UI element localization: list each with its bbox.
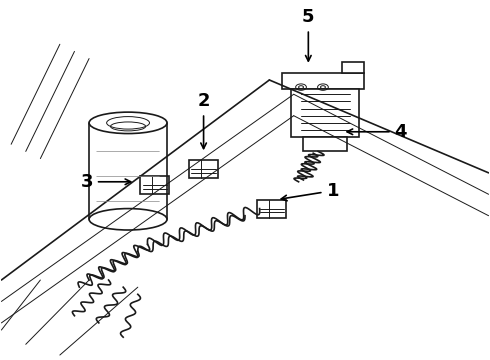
Polygon shape (257, 200, 287, 217)
Polygon shape (140, 176, 170, 194)
Polygon shape (282, 73, 365, 89)
Ellipse shape (89, 208, 167, 230)
Polygon shape (343, 62, 365, 73)
Polygon shape (291, 89, 360, 137)
Ellipse shape (89, 112, 167, 134)
Polygon shape (303, 137, 347, 152)
Text: 4: 4 (347, 123, 407, 141)
Text: 3: 3 (80, 173, 131, 191)
Text: 2: 2 (197, 93, 210, 149)
Text: 1: 1 (281, 182, 339, 201)
Polygon shape (189, 160, 218, 178)
Text: 5: 5 (302, 9, 315, 61)
